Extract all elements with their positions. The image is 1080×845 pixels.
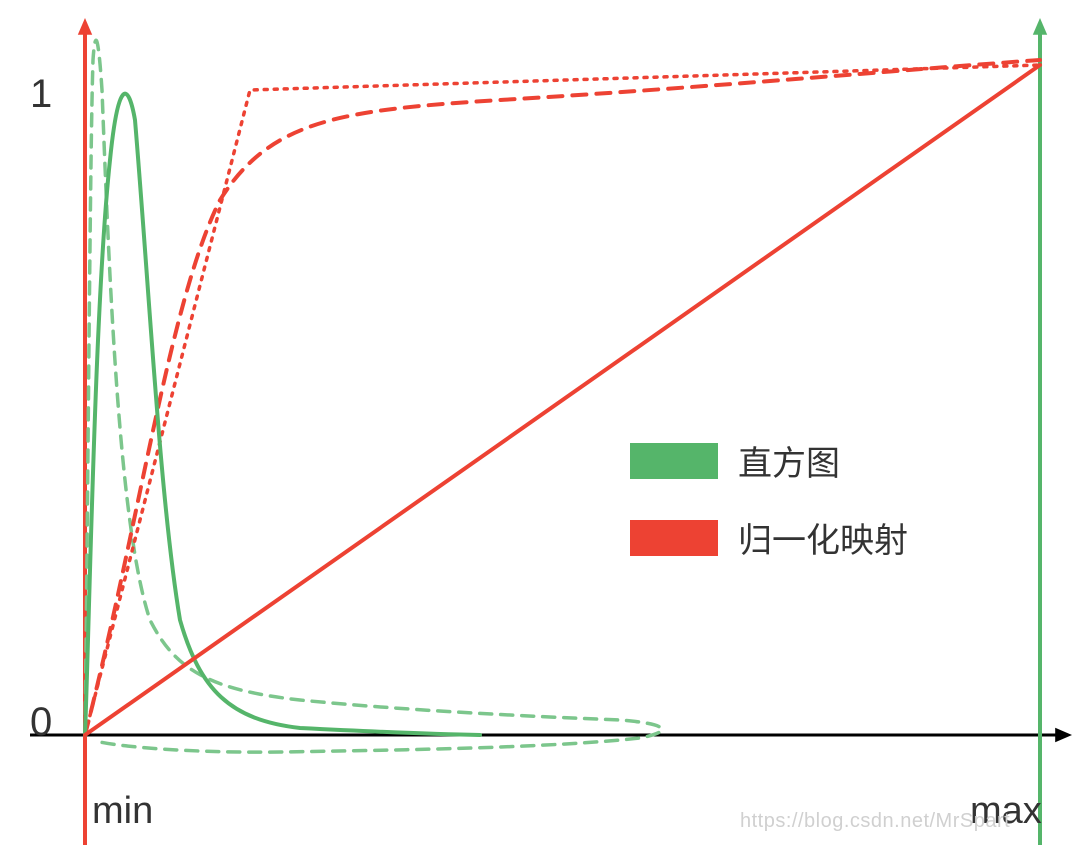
legend: 直方图 归一化映射 <box>630 436 908 562</box>
green-solid-histogram <box>85 94 480 735</box>
watermark: https://blog.csdn.net/MrSpart <box>740 810 1010 833</box>
legend-label-histogram: 直方图 <box>738 436 840 485</box>
legend-swatch-histogram <box>630 443 718 479</box>
legend-item-histogram: 直方图 <box>630 436 908 485</box>
red-solid-mapping <box>85 65 1040 735</box>
y-axis-label-0: 0 <box>30 700 52 745</box>
y-axis-label-1: 1 <box>30 72 52 117</box>
x-axis-label-min: min <box>92 790 153 833</box>
legend-swatch-normalization <box>630 520 718 556</box>
plot-svg <box>0 0 1080 845</box>
legend-label-normalization: 归一化映射 <box>738 513 908 562</box>
legend-item-normalization: 归一化映射 <box>630 513 908 562</box>
